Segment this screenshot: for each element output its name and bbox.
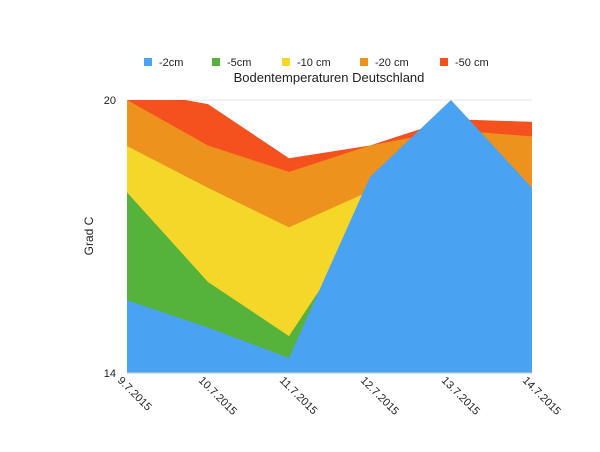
x-tick-label: 14.7.2015: [520, 375, 563, 418]
legend-swatch: [360, 58, 368, 66]
x-tick-label: 12.7.2015: [358, 375, 401, 418]
plot-area: [127, 100, 532, 373]
x-tick-label: 10.7.2015: [196, 375, 239, 418]
legend-swatch: [440, 58, 448, 66]
x-tick-label: 9.7.2015: [115, 375, 154, 414]
legend-swatch: [212, 58, 220, 66]
legend: -2cm -5cm -10 cm -20 cm -50 cm: [144, 57, 489, 69]
legend-label: -2cm: [159, 57, 183, 69]
legend-label: -5cm: [227, 57, 251, 69]
legend-label: -20 cm: [375, 57, 409, 69]
chart-title: Bodentemperaturen Deutschland: [234, 70, 425, 85]
legend-swatch: [282, 58, 290, 66]
y-axis-title: Grad C: [82, 216, 96, 255]
x-tick-label: 13.7.2015: [439, 375, 482, 418]
legend-label: -10 cm: [297, 57, 331, 69]
area-series--2cm: [127, 100, 532, 373]
y-tick-label: 20: [104, 95, 116, 107]
x-tick-label: 11.7.2015: [277, 375, 320, 418]
legend-label: -50 cm: [455, 57, 489, 69]
y-tick-label: 14: [104, 368, 116, 380]
legend-swatch: [144, 58, 152, 66]
x-axis-labels: 9.7.2015 10.7.2015 11.7.2015 12.7.2015 13.7.…: [115, 375, 563, 418]
